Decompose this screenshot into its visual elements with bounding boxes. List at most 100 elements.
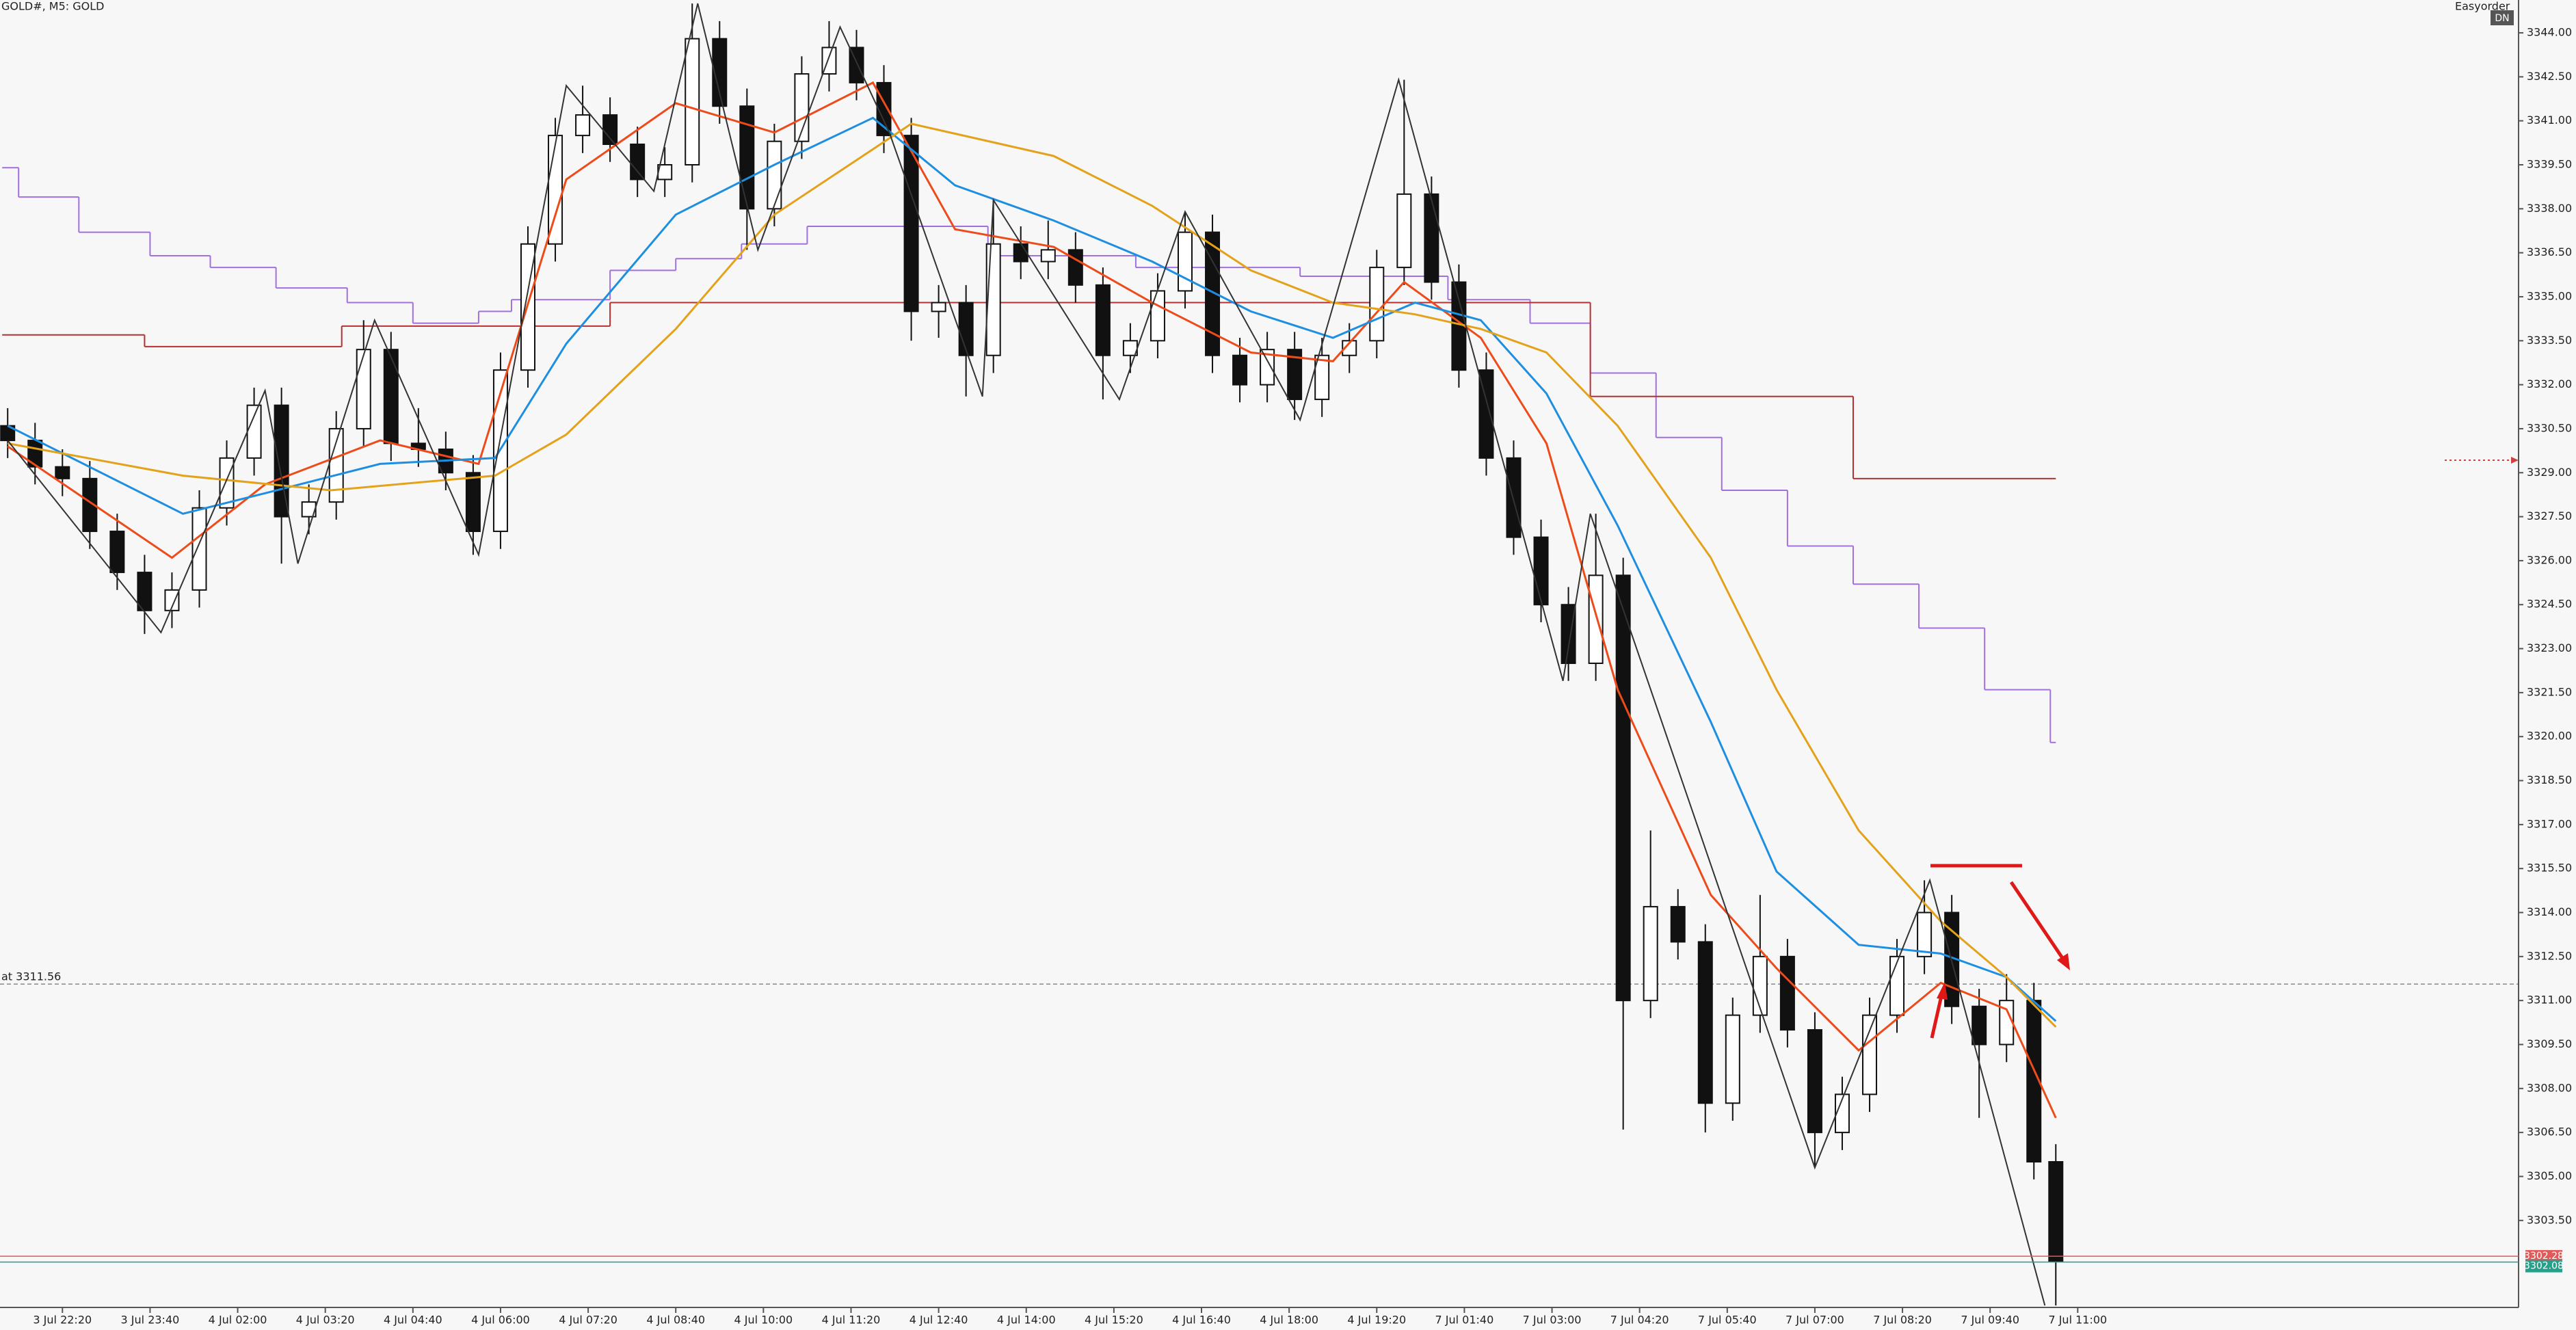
candle-body <box>82 477 98 533</box>
x-tick-label: 4 Jul 16:40 <box>1172 1314 1231 1327</box>
y-tick-label: 3342.50 <box>2527 70 2572 83</box>
y-tick-label: 3326.00 <box>2527 553 2572 566</box>
y-tick-label: 3336.50 <box>2527 245 2572 258</box>
x-tick-label: 7 Jul 03:00 <box>1523 1314 1582 1327</box>
candle-body <box>1260 349 1275 386</box>
candle-body <box>685 38 700 166</box>
candle-body <box>1615 574 1631 1002</box>
x-tick-label: 4 Jul 02:00 <box>209 1314 267 1327</box>
y-tick-label: 3341.00 <box>2527 114 2572 127</box>
candle-body <box>575 114 591 137</box>
candle-body <box>1588 574 1604 665</box>
plot-area: at 3311.56 <box>0 3 2519 1306</box>
candle-body <box>1561 604 1576 665</box>
x-tick-label: 4 Jul 08:40 <box>646 1314 705 1327</box>
y-tick-label: 3309.50 <box>2527 1037 2572 1050</box>
candle-body <box>1889 955 1905 1016</box>
candle-body <box>1095 284 1111 356</box>
x-tick-label: 7 Jul 09:40 <box>1961 1314 2019 1327</box>
x-tick-label: 4 Jul 14:00 <box>997 1314 1056 1327</box>
price-box <box>2525 1250 2562 1263</box>
candle-body <box>1752 955 1768 1016</box>
x-tick-label: 4 Jul 07:20 <box>559 1314 618 1327</box>
candle-body <box>137 572 152 611</box>
arrow-up <box>1930 992 1944 1039</box>
candle-body <box>1862 1014 1878 1095</box>
candle-body <box>739 105 755 210</box>
candle-body <box>1807 1029 1822 1134</box>
candle-body <box>931 302 946 312</box>
badge-box <box>2491 10 2514 25</box>
candle-body <box>712 38 728 107</box>
y-tick-label: 3333.50 <box>2527 334 2572 347</box>
price-label: 3302.28 <box>2524 1251 2564 1262</box>
candle-body <box>1424 193 1439 283</box>
y-tick-label: 3320.00 <box>2527 730 2572 743</box>
candle-body <box>1232 354 1248 386</box>
candle-body <box>1342 340 1357 356</box>
candle-body <box>1643 905 1658 1002</box>
y-tick-label: 3314.00 <box>2527 905 2572 918</box>
y-tick-label: 3305.00 <box>2527 1169 2572 1182</box>
x-tick-label: 4 Jul 04:40 <box>384 1314 442 1327</box>
indicator-line <box>7 116 2057 1022</box>
x-tick-label: 4 Jul 18:00 <box>1260 1314 1318 1327</box>
x-tick-label: 7 Jul 07:00 <box>1785 1314 1844 1327</box>
candle-body <box>1013 243 1028 263</box>
candle-body <box>1506 457 1522 538</box>
candle-body <box>465 472 481 533</box>
candle-body <box>109 531 125 574</box>
candle-body <box>1150 290 1165 342</box>
x-tick-label: 4 Jul 03:20 <box>296 1314 355 1327</box>
candle-body <box>1917 912 1933 957</box>
y-tick-label: 3317.00 <box>2527 817 2572 830</box>
price-box <box>2525 1260 2562 1273</box>
y-tick-label: 3312.50 <box>2527 949 2572 962</box>
arrow-up-head <box>1937 982 1948 1000</box>
x-tick-label: 7 Jul 04:20 <box>1610 1314 1669 1327</box>
y-tick-label: 3330.50 <box>2527 421 2572 434</box>
candle-body <box>301 501 317 518</box>
candle-body <box>1971 1005 1987 1046</box>
x-tick-label: 4 Jul 06:00 <box>471 1314 530 1327</box>
candle-body <box>1205 231 1221 356</box>
y-tick-label: 3318.50 <box>2527 773 2572 786</box>
y-tick-label: 3335.00 <box>2527 289 2572 302</box>
y-tick-label: 3306.50 <box>2527 1126 2572 1139</box>
x-tick-label: 4 Jul 10:00 <box>734 1314 793 1327</box>
candle-body <box>1478 369 1494 459</box>
candle-body <box>2048 1161 2064 1262</box>
candle-body <box>191 507 207 591</box>
y-tick-label: 3332.00 <box>2527 377 2572 390</box>
candle-body <box>219 457 235 509</box>
x-tick-label: 7 Jul 08:20 <box>1873 1314 1932 1327</box>
arrow-down-head <box>2057 953 2070 970</box>
y-tick-label: 3315.50 <box>2527 862 2572 875</box>
candle-body <box>246 404 262 459</box>
x-tick-label: 7 Jul 01:40 <box>1435 1314 1494 1327</box>
y-tick-label: 3323.00 <box>2527 641 2572 654</box>
candle-body <box>958 302 974 356</box>
x-tick-label: 3 Jul 23:40 <box>121 1314 180 1327</box>
x-tick-label: 4 Jul 15:20 <box>1085 1314 1143 1327</box>
candle-body <box>794 73 810 142</box>
candle-body <box>630 143 646 181</box>
x-tick-label: 4 Jul 11:20 <box>822 1314 881 1327</box>
candle-body <box>903 135 919 312</box>
indicator-line <box>7 122 2057 1028</box>
candle-body <box>1369 267 1385 342</box>
x-tick-label: 7 Jul 05:40 <box>1698 1314 1757 1327</box>
y-tick-label: 3327.50 <box>2527 509 2572 522</box>
candle-body <box>1067 249 1083 286</box>
x-tick-label: 4 Jul 12:40 <box>909 1314 968 1327</box>
badge: DN <box>2495 13 2509 24</box>
x-tick-label: 7 Jul 11:00 <box>2048 1314 2107 1327</box>
price-label: 3302.08 <box>2524 1261 2564 1272</box>
expert-name: Easyorder <box>2455 0 2510 13</box>
y-tick-label: 3339.50 <box>2527 158 2572 171</box>
candle-body <box>985 243 1001 356</box>
candle-body <box>1697 941 1713 1104</box>
